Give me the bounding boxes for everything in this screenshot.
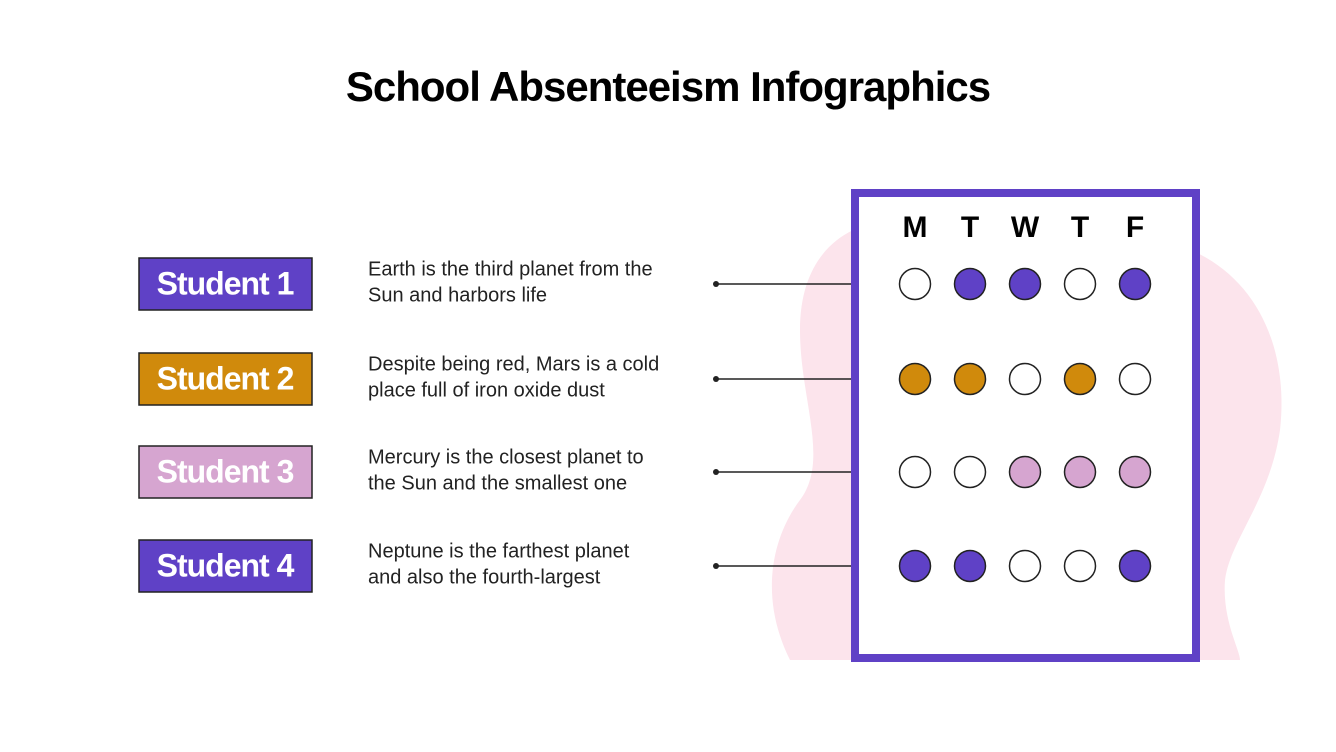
attendance-dot [898, 362, 932, 396]
attendance-dot [1118, 267, 1152, 301]
attendance-dot [898, 267, 932, 301]
day-label: T [1071, 211, 1089, 244]
title: School Absenteeism Infographics [346, 63, 990, 110]
student-label: Student 2 [157, 360, 294, 396]
student-label: Student 1 [157, 265, 294, 301]
attendance-dot [953, 549, 987, 583]
student-description: place full of iron oxide dust [368, 379, 605, 401]
attendance-dot [1063, 267, 1097, 301]
student-description: the Sun and the smallest one [368, 472, 627, 494]
attendance-dot [1063, 549, 1097, 583]
student-description: Sun and harbors life [368, 284, 547, 306]
student-label: Student 3 [157, 453, 294, 489]
attendance-dot [1118, 455, 1152, 489]
attendance-dot [1008, 267, 1042, 301]
attendance-dot [898, 455, 932, 489]
attendance-dot [1008, 549, 1042, 583]
day-label: F [1126, 211, 1144, 244]
student-description: Earth is the third planet from the [368, 258, 653, 280]
day-label: T [961, 211, 979, 244]
attendance-dot [898, 549, 932, 583]
student-box [138, 539, 313, 593]
student-box [138, 445, 313, 499]
attendance-dot [953, 362, 987, 396]
attendance-dot [1118, 362, 1152, 396]
student-description: Despite being red, Mars is a cold [368, 353, 659, 375]
student-box [138, 257, 313, 311]
attendance-dot [953, 267, 987, 301]
attendance-dot [953, 455, 987, 489]
attendance-dot [1063, 362, 1097, 396]
attendance-board [851, 189, 1200, 662]
student-label: Student 4 [157, 547, 295, 583]
attendance-dot [1008, 362, 1042, 396]
attendance-dot [1118, 549, 1152, 583]
day-label: W [1011, 211, 1040, 244]
day-label: M [903, 211, 928, 244]
student-box [138, 352, 313, 406]
student-description: Neptune is the farthest planet [368, 540, 630, 562]
student-description: and also the fourth-largest [368, 566, 601, 588]
attendance-dot [1008, 455, 1042, 489]
student-description: Mercury is the closest planet to [368, 446, 644, 468]
attendance-dot [1063, 455, 1097, 489]
